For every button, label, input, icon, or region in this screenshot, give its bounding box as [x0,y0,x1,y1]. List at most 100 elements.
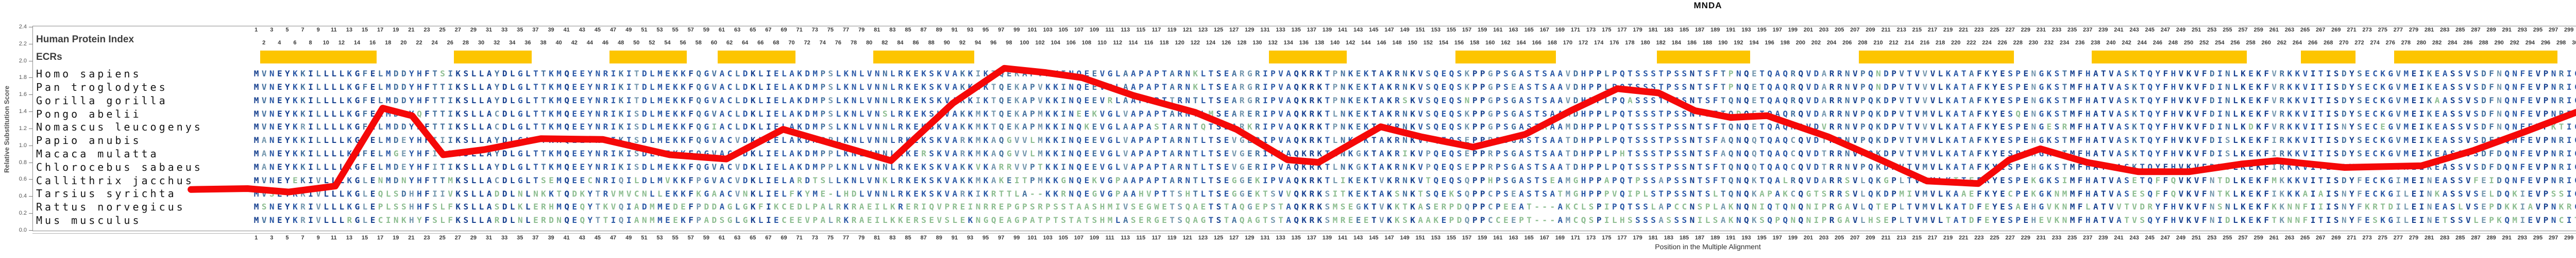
residue: I [1059,147,1067,160]
ruler-number: 64 [742,40,748,46]
residue: Q [1797,94,1805,107]
residue: K [2185,147,2193,160]
residue: K [1362,134,1370,147]
ecr-block[interactable] [2091,51,2247,63]
residue: K [2045,67,2053,80]
residue: Q [2503,147,2511,160]
residue: K [2045,134,2053,147]
residue: C [2573,200,2576,214]
residue: N [2208,200,2216,214]
residue: I [1114,200,1122,214]
residue: Q [1292,187,1300,201]
residue: A [718,147,726,160]
residue: E [2247,174,2255,187]
residue: A [2092,174,2100,187]
residue: N [2208,187,2216,201]
residue: L [780,187,788,201]
residue: E [1998,147,2007,160]
residue: E [276,187,284,201]
residue: D [501,120,509,134]
residue: E [664,147,672,160]
ecr-block[interactable] [1455,51,1556,63]
residue: M [974,134,982,147]
residue: F [423,94,431,107]
residue: L [509,94,517,107]
residue: S [462,174,470,187]
ruler-number: 177 [1617,27,1626,33]
residue: A [1129,174,1138,187]
residue: E [2433,134,2442,147]
ecr-block[interactable] [2301,51,2355,63]
residue: L [322,187,330,201]
residue: V [2394,134,2402,147]
ecr-block[interactable] [609,51,687,63]
ecr-block[interactable] [260,51,377,63]
residue: S [1680,134,1688,147]
residue: P [826,134,835,147]
residue: A [2092,187,2100,201]
residue: H [2169,120,2177,134]
y-tick-label: 1.8 [9,74,27,80]
residue: A [1284,107,1293,121]
ruler-number: 235 [2067,27,2077,33]
residue: D [2480,107,2488,121]
residue: N [594,160,602,174]
residue: K [2285,187,2294,201]
ecr-block[interactable] [454,51,532,63]
residue: T [1207,174,1215,187]
ruler-number: 70 [788,40,794,46]
residue: Q [377,187,385,201]
residue: E [570,107,579,121]
ruler-number: 193 [1741,27,1751,33]
residue: C [726,107,734,121]
residue: K [1315,80,1324,94]
residue: K [1013,80,1021,94]
residue: S [2456,107,2465,121]
ruler-number: 10 [323,40,329,46]
residue: E [532,200,540,214]
residue: A [485,107,494,121]
row-label-human-protein-index: Human Protein Index [36,34,134,45]
residue: E [1463,147,1471,160]
ecr-block[interactable] [1858,51,2014,63]
ecr-block[interactable] [873,51,974,63]
residue: A [1284,147,1293,160]
residue: G [1106,120,1114,134]
residue: N [1401,80,1409,94]
residue: R [1393,120,1401,134]
residue: L [1331,147,1339,160]
residue: V [1913,134,1921,147]
residue: T [1207,200,1215,214]
residue: G [353,134,361,147]
residue: T [990,67,998,80]
ruler-number: 275 [2378,27,2387,33]
residue: E [1463,160,1471,174]
residue: K [1944,160,1953,174]
residue: K [2379,134,2387,147]
residue: V [609,200,618,214]
residue: G [1238,160,1246,174]
residue: I [446,160,454,174]
residue: V [2193,67,2201,80]
residue: S [268,187,276,201]
residue: A [1548,160,1556,174]
residue: E [2433,120,2442,134]
residue: N [2224,107,2232,121]
ecr-block[interactable] [718,51,796,63]
residue: G [516,107,524,121]
residue: K [671,107,680,121]
residue: T [539,134,548,147]
residue: F [1975,94,1984,107]
ecr-block[interactable] [2394,51,2557,63]
residue: V [2301,94,2309,107]
residue: N [1843,134,1852,147]
residue: I [2394,187,2402,201]
residue: L [330,174,338,187]
ecr-block[interactable] [1657,51,1750,63]
residue: I [2317,200,2325,214]
ecr-block[interactable] [1268,51,1347,63]
ruler-number: 252 [2199,40,2209,46]
residue: T [2138,67,2146,80]
residue: T [1533,160,1541,174]
residue: I [438,147,447,160]
